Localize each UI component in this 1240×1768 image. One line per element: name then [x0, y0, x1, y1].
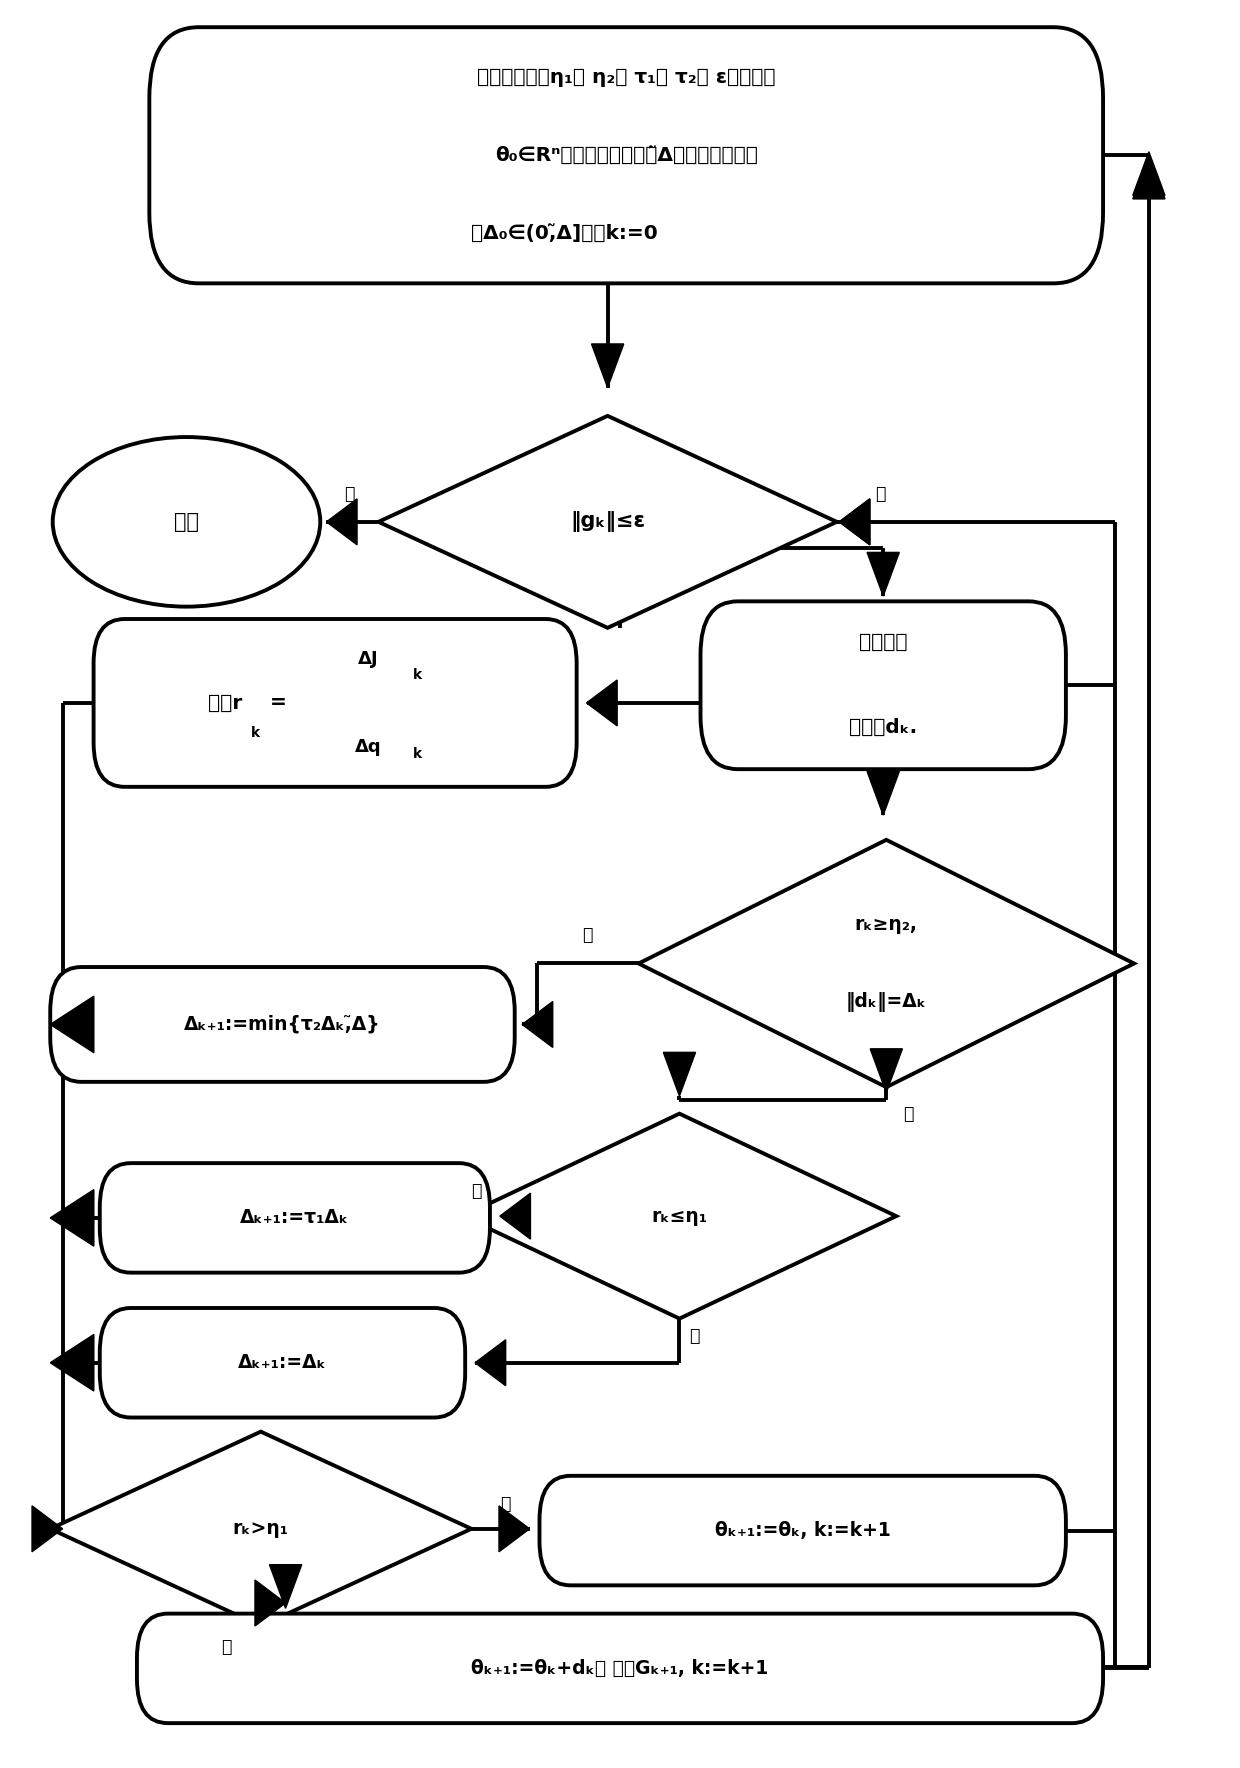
Polygon shape [498, 1506, 529, 1552]
Polygon shape [51, 995, 94, 1052]
Text: k: k [250, 727, 260, 739]
Text: 否: 否 [904, 1105, 914, 1123]
Polygon shape [475, 1340, 506, 1386]
Polygon shape [51, 1432, 471, 1627]
FancyBboxPatch shape [93, 619, 577, 787]
Text: ΔJ: ΔJ [357, 649, 378, 668]
Text: 结束: 结束 [174, 513, 198, 532]
Text: =: = [263, 693, 288, 713]
Ellipse shape [53, 437, 320, 606]
Text: rₖ>η₁: rₖ>η₁ [233, 1519, 289, 1538]
Text: 否: 否 [875, 484, 885, 502]
Text: k: k [413, 748, 422, 760]
Polygon shape [326, 499, 357, 545]
Polygon shape [51, 1190, 94, 1246]
FancyBboxPatch shape [99, 1163, 490, 1273]
Text: Δₖ₊₁:=Δₖ: Δₖ₊₁:=Δₖ [238, 1353, 327, 1372]
Text: ‖dₖ‖=Δₖ: ‖dₖ‖=Δₖ [846, 992, 926, 1013]
FancyBboxPatch shape [701, 601, 1066, 769]
Polygon shape [522, 1001, 553, 1047]
Text: 否: 否 [689, 1328, 699, 1345]
Polygon shape [51, 1335, 94, 1391]
Polygon shape [839, 499, 869, 545]
Text: rₖ≤η₁: rₖ≤η₁ [651, 1206, 708, 1225]
Polygon shape [269, 1565, 301, 1609]
Polygon shape [255, 1581, 285, 1627]
Text: ‖gₖ‖≤ε: ‖gₖ‖≤ε [570, 511, 645, 532]
Text: 径Δ₀∈(0,̃Δ]，令k:=0: 径Δ₀∈(0,̃Δ]，令k:=0 [471, 223, 657, 242]
Text: Δₖ₊₁:=τ₁Δₖ: Δₖ₊₁:=τ₁Δₖ [241, 1208, 350, 1227]
Text: θₖ₊₁:=θₖ, k:=k+1: θₖ₊₁:=θₖ, k:=k+1 [714, 1520, 890, 1540]
Text: Δₖ₊₁:=min{τ₂Δₖ,̃Δ}: Δₖ₊₁:=min{τ₂Δₖ,̃Δ} [185, 1015, 381, 1034]
Text: 求解子间: 求解子间 [859, 633, 908, 652]
Text: rₖ≥η₂,: rₖ≥η₂, [854, 916, 918, 934]
Polygon shape [870, 1048, 903, 1093]
Text: θₖ₊₁:=θₖ+dₖ， 计算Gₖ₊₁, k:=k+1: θₖ₊₁:=θₖ+dₖ， 计算Gₖ₊₁, k:=k+1 [471, 1658, 769, 1678]
Text: 否: 否 [500, 1496, 511, 1513]
Polygon shape [663, 1052, 696, 1096]
Polygon shape [839, 499, 869, 545]
Text: Δq: Δq [355, 739, 381, 757]
FancyBboxPatch shape [99, 1308, 465, 1418]
Text: 题的解dₖ.: 题的解dₖ. [849, 718, 918, 737]
Polygon shape [867, 552, 899, 596]
Text: 是: 是 [471, 1183, 481, 1200]
FancyBboxPatch shape [539, 1476, 1066, 1586]
FancyBboxPatch shape [136, 1614, 1104, 1724]
Polygon shape [591, 345, 624, 387]
Text: 计算r: 计算r [208, 693, 242, 713]
Text: 是: 是 [583, 926, 593, 944]
FancyBboxPatch shape [149, 27, 1104, 283]
Polygon shape [500, 1193, 531, 1239]
Text: 选取初始参数η₁、 η₂、 τ₁、 τ₂、 ε，初始点: 选取初始参数η₁、 η₂、 τ₁、 τ₂、 ε，初始点 [477, 67, 775, 87]
Polygon shape [587, 681, 618, 727]
Polygon shape [378, 415, 837, 628]
Polygon shape [463, 1114, 897, 1319]
Text: 是: 是 [221, 1639, 232, 1657]
Polygon shape [32, 1506, 63, 1552]
Polygon shape [1133, 152, 1166, 196]
Text: 是: 是 [345, 484, 355, 502]
Text: θ₀∈Rⁿ，信赖域半径上限̃Δ，初始信赖域半: θ₀∈Rⁿ，信赖域半径上限̃Δ，初始信赖域半 [495, 145, 758, 164]
Polygon shape [867, 771, 899, 815]
Polygon shape [639, 840, 1135, 1087]
Polygon shape [1133, 156, 1166, 200]
FancyBboxPatch shape [51, 967, 515, 1082]
Text: k: k [413, 668, 422, 682]
